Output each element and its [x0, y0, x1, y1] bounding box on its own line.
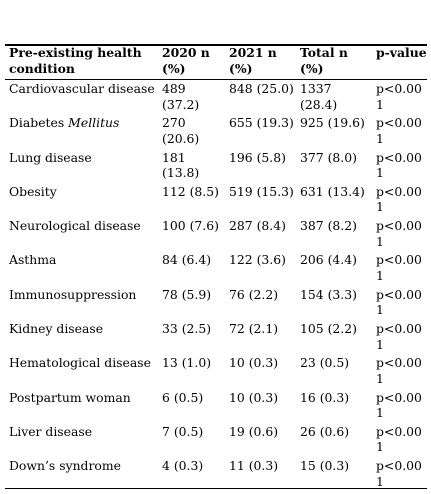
cell-condition: Neurological disease [9, 218, 141, 234]
cell-2021: 655 (19.3) [229, 115, 294, 131]
cell-2020: 100 (7.6) [162, 218, 219, 234]
table-header-row: Pre-existing health condition 2020 n (%)… [5, 45, 427, 80]
condition-text: Diabetes [9, 115, 69, 131]
cell-total: 631 (13.4) [300, 183, 365, 199]
table-row: Obesity 112 (8.5) 519 (15.3) 631 (13.4) … [5, 183, 427, 217]
cell-condition: Liver disease [9, 423, 93, 439]
cell-2021: 122 (3.6) [229, 252, 286, 268]
cell-total: 387 (8.2) [300, 218, 357, 234]
cell-p-value: p<0.001 [376, 321, 422, 352]
cell-2020: 270 (20.6) [162, 115, 200, 146]
health-conditions-table: Pre-existing health condition 2020 n (%)… [5, 45, 427, 492]
cell-condition: Postpartum woman [9, 389, 131, 405]
cell-2021: 19 (0.6) [229, 423, 279, 439]
cell-2020: 181 (13.8) [162, 149, 200, 181]
table-row: Lung disease 181 (13.8) 196 (5.8) 377 (8… [5, 149, 427, 183]
table-row: Hematological disease 13 (1.0) 10 (0.3) … [5, 354, 427, 388]
table-row: Postpartum woman 6 (0.5) 10 (0.3) 16 (0.… [5, 389, 427, 423]
cell-2021: 287 (8.4) [229, 218, 286, 234]
cell-total: 15 (0.3) [300, 458, 350, 474]
table-row: Down’s syndrome 4 (0.3) 11 (0.3) 15 (0.3… [5, 457, 427, 491]
cell-condition: Lung disease [9, 149, 92, 165]
table-bottom-rule [5, 488, 427, 489]
cell-total: 925 (19.6) [300, 115, 365, 131]
cell-2020: 78 (5.9) [162, 286, 212, 302]
cell-2021: 11 (0.3) [229, 458, 279, 474]
cell-condition: Down’s syndrome [9, 458, 121, 474]
cell-2021: 10 (0.3) [229, 355, 279, 371]
cell-2020: 7 (0.5) [162, 423, 204, 439]
table-header-rule [5, 79, 427, 80]
cell-total: 23 (0.5) [300, 355, 350, 371]
table-row: Liver disease 7 (0.5) 19 (0.6) 26 (0.6) … [5, 423, 427, 457]
cell-p-value: p<0.001 [376, 286, 422, 318]
cell-2020: 112 (8.5) [162, 183, 219, 199]
cell-p-value: p<0.001 [376, 355, 422, 386]
cell-2021: 10 (0.3) [229, 389, 279, 405]
cell-2020: 6 (0.5) [162, 389, 204, 405]
cell-p-value: p<0.001 [376, 252, 422, 283]
cell-p-value: p<0.001 [376, 458, 422, 489]
cell-condition: Kidney disease [9, 321, 104, 337]
cell-total: 1337 (28.4) [300, 81, 338, 112]
cell-2021: 519 (15.3) [229, 183, 294, 199]
cell-total: 206 (4.4) [300, 252, 357, 268]
cell-p-value: p<0.001 [376, 423, 422, 455]
table-row: Kidney disease 33 (2.5) 72 (2.1) 105 (2.… [5, 320, 427, 354]
header-total: Total n (%) [300, 45, 348, 76]
cell-p-value: p<0.001 [376, 115, 422, 146]
header-condition: Pre-existing health condition [9, 45, 142, 76]
header-p-value: p-value [376, 45, 427, 60]
table-top-rule [5, 44, 427, 46]
cell-total: 105 (2.2) [300, 321, 357, 337]
cell-2020: 33 (2.5) [162, 321, 212, 337]
cell-p-value: p<0.001 [376, 81, 422, 112]
cell-2021: 76 (2.2) [229, 286, 279, 302]
cell-total: 26 (0.6) [300, 423, 350, 439]
header-2020: 2020 n (%) [162, 45, 210, 76]
cell-condition: Cardiovascular disease [9, 81, 155, 96]
table-row: Asthma 84 (6.4) 122 (3.6) 206 (4.4) p<0.… [5, 251, 427, 285]
cell-total: 16 (0.3) [300, 389, 350, 405]
cell-condition: Diabetes Mellitus [5, 114, 158, 148]
cell-p-value: p<0.001 [376, 183, 422, 215]
header-2021: 2021 n (%) [229, 45, 277, 76]
cell-p-value: p<0.001 [376, 218, 422, 249]
cell-2020: 84 (6.4) [162, 252, 212, 268]
condition-italic-text: Mellitus [68, 115, 120, 131]
cell-condition: Asthma [9, 252, 57, 268]
table-row: Cardiovascular disease 489 (37.2) 848 (2… [5, 80, 427, 114]
cell-2021: 196 (5.8) [229, 149, 286, 165]
cell-2021: 72 (2.1) [229, 321, 279, 337]
cell-p-value: p<0.001 [376, 389, 422, 421]
cell-2020: 4 (0.3) [162, 458, 204, 474]
cell-p-value: p<0.001 [376, 149, 422, 181]
table-row: Immunosuppression 78 (5.9) 76 (2.2) 154 … [5, 286, 427, 320]
table-row: Diabetes Mellitus 270 (20.6) 655 (19.3) … [5, 114, 427, 148]
cell-condition: Immunosuppression [9, 286, 137, 302]
cell-2020: 489 (37.2) [162, 81, 200, 112]
cell-condition: Hematological disease [9, 355, 151, 371]
cell-condition: Obesity [9, 183, 57, 199]
cell-total: 377 (8.0) [300, 149, 357, 165]
table-row: Neurological disease 100 (7.6) 287 (8.4)… [5, 217, 427, 251]
cell-2020: 13 (1.0) [162, 355, 212, 371]
cell-total: 154 (3.3) [300, 286, 357, 302]
cell-2021: 848 (25.0) [229, 81, 294, 96]
